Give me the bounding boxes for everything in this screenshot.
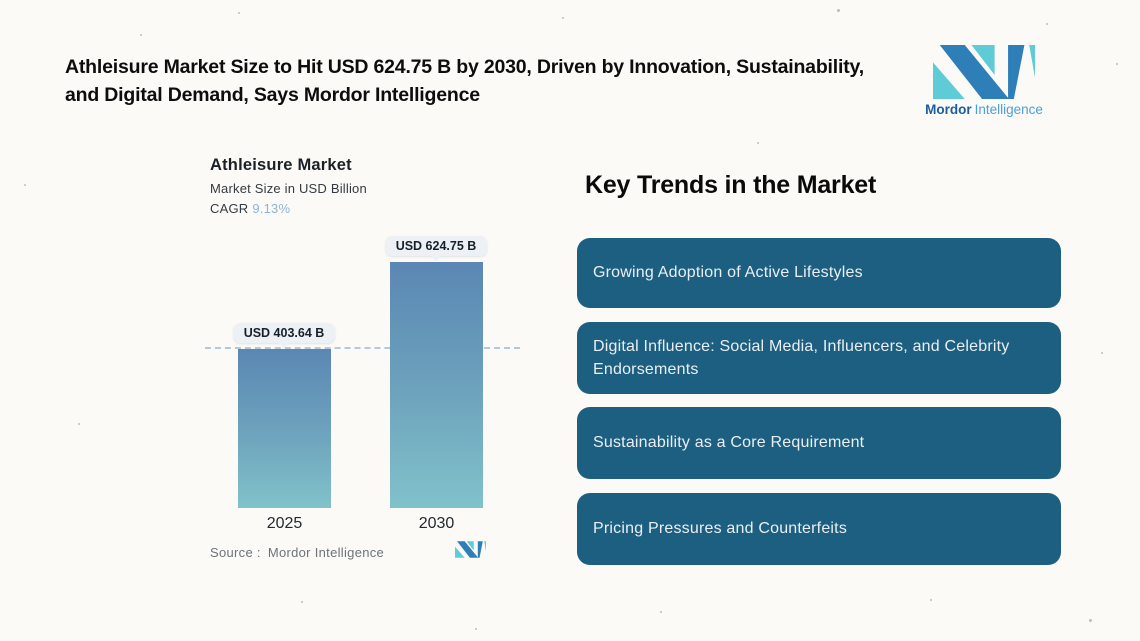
bar-chart-plot: USD 403.64 B USD 624.75 B 2025 2030 [205,230,525,532]
chart-title: Athleisure Market [210,156,352,174]
trend-card-pricing-pressures: Pricing Pressures and Counterfeits [577,493,1061,565]
speck-dot [1101,352,1103,354]
trend-card-active-lifestyles: Growing Adoption of Active Lifestyles [577,238,1061,308]
brand-logo: Mordor Intelligence [920,45,1048,117]
speck-dot [78,423,80,425]
speck-dot [1089,619,1092,622]
cagr-value: 9.13% [252,201,291,216]
brand-wordmark: Mordor Intelligence [925,102,1043,117]
page-title: Athleisure Market Size to Hit USD 624.75… [65,53,864,109]
mordor-logo-icon [933,45,1035,99]
trends-heading: Key Trends in the Market [585,171,877,199]
bar-value-callout-2025: USD 403.64 B [233,323,335,348]
speck-dot [660,611,662,613]
speck-dot [140,34,142,36]
brand-name-light: Intelligence [974,102,1043,117]
trend-card-sustainability: Sustainability as a Core Requirement [577,407,1061,479]
mordor-logo-mini-icon [455,541,486,558]
chart-subtitle: Market Size in USD Billion [210,181,367,196]
speck-dot [1116,63,1118,65]
x-axis-label-2025: 2025 [266,515,303,532]
bar-value-callout-2030: USD 624.75 B [385,236,487,261]
trend-card-label: Digital Influence: Social Media, Influen… [593,337,1010,378]
speck-dot [418,64,420,66]
bar-2025 [238,349,331,508]
trend-card-label: Growing Adoption of Active Lifestyles [593,264,863,282]
brand-name-bold: Mordor [925,102,972,117]
speck-dot [301,601,303,603]
trend-card-digital-influence: Digital Influence: Social Media, Influen… [577,322,1061,394]
reference-dashed-line [205,347,520,349]
speck-dot [1046,23,1048,25]
trend-card-label: Pricing Pressures and Counterfeits [593,520,848,538]
x-axis-label-2030: 2030 [418,515,455,532]
source-value: Mordor Intelligence [267,545,385,560]
speck-dot [562,17,564,19]
bar-2030 [390,262,483,508]
trend-card-label: Sustainability as a Core Requirement [593,434,865,452]
speck-dot [930,599,932,601]
chart-cagr: CAGR 9.13% [210,201,290,216]
speck-dot [757,142,759,144]
chart-source: Source : Mordor Intelligence [210,545,384,560]
speck-dot [24,184,26,186]
speck-dot [475,628,477,630]
page-title-line-2: and Digital Demand, Says Mordor Intellig… [65,84,480,106]
source-label: Source : [210,545,261,560]
page-title-line-1: Athleisure Market Size to Hit USD 624.75… [65,56,864,78]
speck-dot [837,9,840,12]
speck-dot [238,12,240,14]
cagr-label: CAGR [210,201,249,216]
